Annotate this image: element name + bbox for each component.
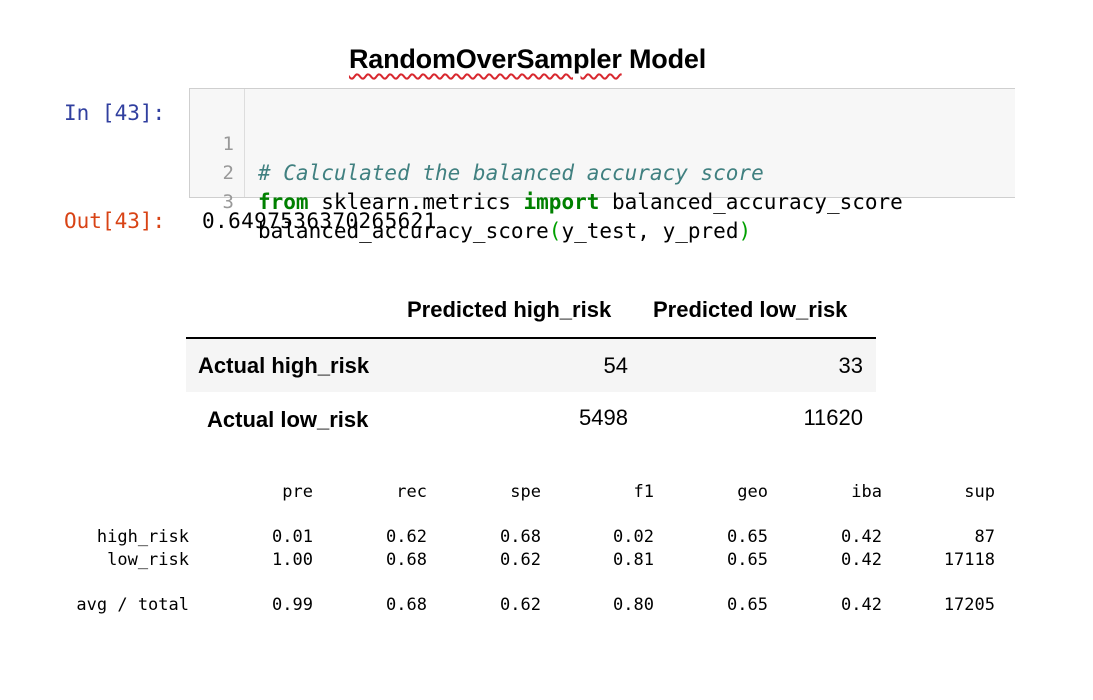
report-cell: 87: [974, 527, 995, 547]
table-cell: 33: [838, 353, 863, 378]
code-text: balanced_accuracy_score(y_test, y_pred): [258, 217, 751, 246]
line-number-gutter: [190, 89, 245, 197]
report-cell: 0.80: [613, 595, 654, 615]
report-column-header: rec: [396, 482, 427, 502]
code-function-call: balanced_accuracy_score: [258, 219, 549, 243]
code-close-paren: ): [738, 219, 752, 243]
report-cell: 0.81: [613, 550, 654, 570]
code-keyword-from: from: [258, 190, 309, 214]
column-header: Predicted high_risk: [407, 297, 612, 322]
code-line-3: 3 balanced_accuracy_score(y_test, y_pred…: [190, 159, 752, 243]
report-cell: 0.65: [727, 595, 768, 615]
report-cell: 0.62: [500, 550, 541, 570]
report-cell: 0.01: [272, 527, 313, 547]
code-line-2: 2 from sklearn.metrics import balanced_a…: [190, 130, 903, 214]
report-cell: 17205: [943, 595, 995, 615]
report-cell: 0.42: [841, 550, 882, 570]
output-value: 0.6497536370265621: [202, 209, 437, 233]
code-line-1: 1 # Calculated the balanced accuracy sco…: [190, 101, 764, 185]
page-title: RandomOverSampler Model: [0, 44, 1055, 75]
report-column-header: spe: [510, 482, 541, 502]
code-text: from sklearn.metrics import balanced_acc…: [258, 188, 903, 217]
table-row-background: [186, 339, 876, 392]
report-cell: 0.99: [272, 595, 313, 615]
report-cell: 17118: [943, 550, 995, 570]
report-column-header: pre: [282, 482, 313, 502]
report-cell: 0.68: [386, 550, 427, 570]
line-number: 1: [222, 133, 234, 155]
report-cell: 0.42: [841, 595, 882, 615]
row-label: Actual high_risk: [198, 353, 370, 378]
code-cell-editor[interactable]: 1 # Calculated the balanced accuracy sco…: [189, 88, 1015, 243]
line-number: 2: [222, 162, 234, 184]
code-open-paren: (: [548, 219, 562, 243]
code-module: sklearn.metrics: [308, 190, 524, 214]
report-row-label: avg / total: [76, 595, 189, 615]
input-prompt: In [43]:: [64, 101, 166, 125]
title-word-spellchecked: RandomOverSampler: [348, 44, 622, 74]
table-cell: 54: [603, 353, 628, 378]
report-cell: 0.02: [613, 527, 654, 547]
report-row-label: high_risk: [96, 527, 189, 547]
report-cell: 0.42: [841, 527, 882, 547]
report-row-label: low_risk: [107, 550, 189, 570]
report-column-header: sup: [964, 482, 995, 502]
report-cell: 0.65: [727, 527, 768, 547]
header-divider: [186, 337, 876, 339]
report-cell: 1.00: [272, 550, 313, 570]
line-number: 3: [222, 191, 234, 213]
code-text: # Calculated the balanced accuracy score: [258, 159, 764, 188]
report-cell: 0.62: [386, 527, 427, 547]
row-label: Actual low_risk: [207, 407, 369, 432]
report-cell: 0.65: [727, 550, 768, 570]
code-import-name: balanced_accuracy_score: [599, 190, 903, 214]
table-cell: 5498: [579, 405, 628, 430]
code-keyword-import: import: [523, 190, 600, 214]
report-column-header: f1: [633, 482, 654, 502]
title-word-model: Model: [629, 44, 706, 74]
report-cell: 0.68: [386, 595, 427, 615]
column-header: Predicted low_risk: [653, 297, 848, 322]
code-comment: # Calculated the balanced accuracy score: [258, 161, 764, 185]
report-column-header: geo: [737, 482, 768, 502]
output-prompt: Out[43]:: [64, 209, 166, 233]
report-cell: 0.62: [500, 595, 541, 615]
report-column-header: iba: [851, 482, 882, 502]
report-cell: 0.68: [500, 527, 541, 547]
table-cell: 11620: [803, 405, 863, 430]
code-arguments: y_test, y_pred: [561, 219, 739, 243]
